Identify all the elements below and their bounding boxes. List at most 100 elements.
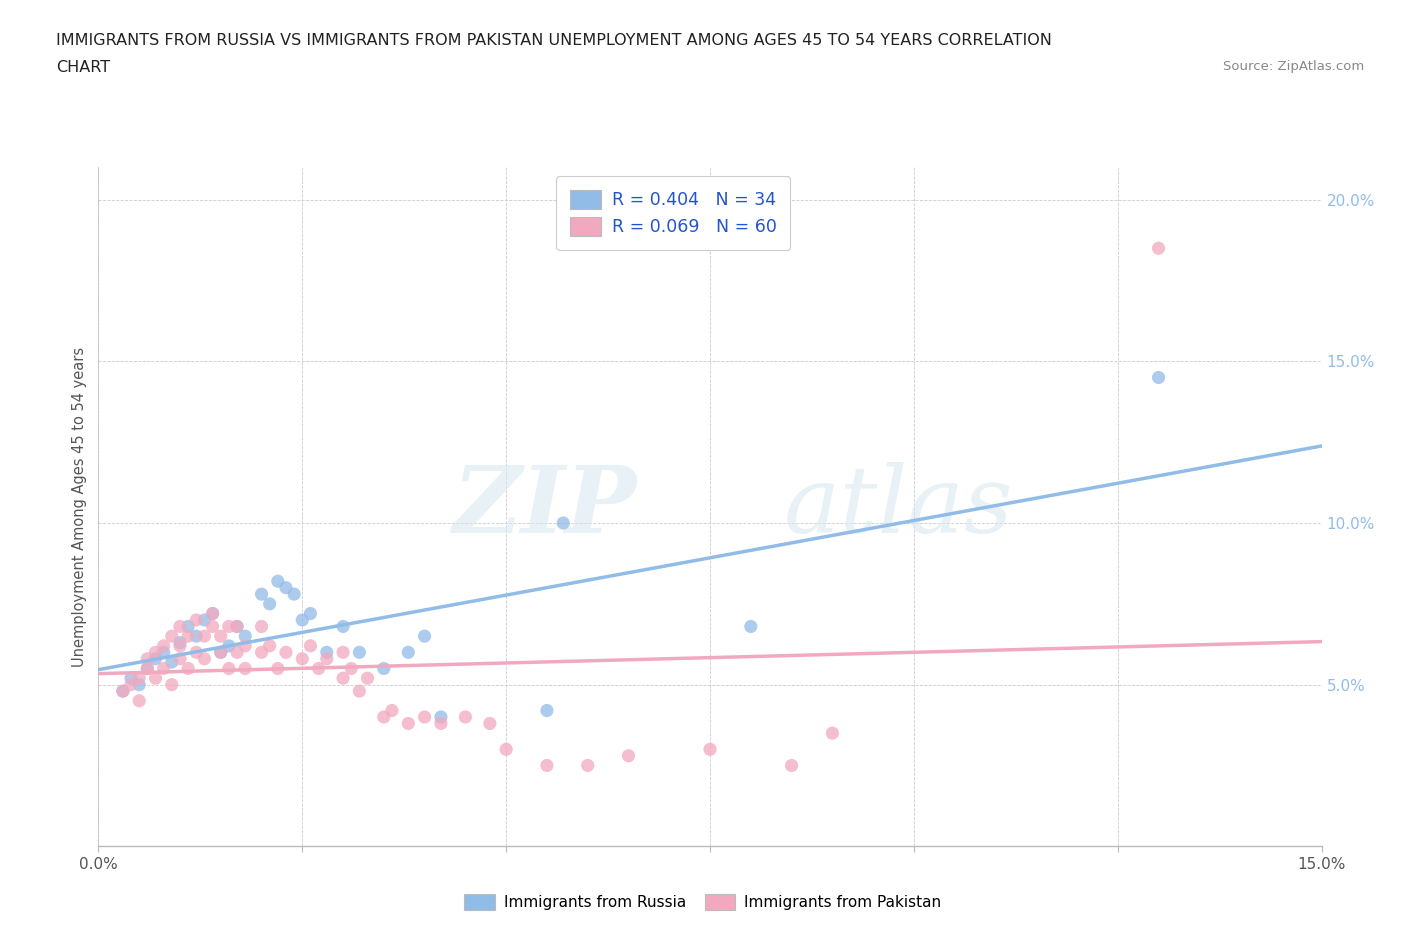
Point <box>169 651 191 666</box>
Text: IMMIGRANTS FROM RUSSIA VS IMMIGRANTS FROM PAKISTAN UNEMPLOYMENT AMONG AGES 45 TO: IMMIGRANTS FROM RUSSIA VS IMMIGRANTS FRO… <box>56 33 1052 47</box>
Point <box>617 749 640 764</box>
Point <box>267 574 290 589</box>
Point <box>226 619 249 634</box>
Point <box>201 619 224 634</box>
Point <box>821 725 844 740</box>
Point <box>250 587 273 602</box>
Point <box>780 758 803 773</box>
Point <box>145 651 167 666</box>
Point <box>111 684 134 698</box>
Point <box>152 661 174 676</box>
Point <box>128 677 150 692</box>
Point <box>160 677 183 692</box>
Point <box>145 644 167 659</box>
Point <box>536 758 558 773</box>
Point <box>160 655 183 670</box>
Point <box>267 661 290 676</box>
Point <box>120 677 142 692</box>
Point <box>218 638 240 653</box>
Point <box>169 638 191 653</box>
Point <box>299 638 322 653</box>
Point <box>396 644 419 659</box>
Point <box>186 629 208 644</box>
Point <box>136 661 159 676</box>
Point <box>201 606 224 621</box>
Point <box>340 661 363 676</box>
Point <box>413 629 436 644</box>
Point <box>169 635 191 650</box>
Legend: Immigrants from Russia, Immigrants from Pakistan: Immigrants from Russia, Immigrants from … <box>457 886 949 918</box>
Point <box>478 716 501 731</box>
Point <box>274 644 297 659</box>
Point <box>193 629 215 644</box>
Point <box>349 684 371 698</box>
Text: Source: ZipAtlas.com: Source: ZipAtlas.com <box>1223 60 1364 73</box>
Point <box>259 596 281 611</box>
Text: ZIP: ZIP <box>453 462 637 551</box>
Point <box>209 629 232 644</box>
Point <box>193 651 215 666</box>
Point <box>160 629 183 644</box>
Point <box>209 644 232 659</box>
Point <box>413 710 436 724</box>
Point <box>308 661 330 676</box>
Point <box>315 651 337 666</box>
Point <box>274 580 297 595</box>
Text: CHART: CHART <box>56 60 110 75</box>
Point <box>177 661 200 676</box>
Point <box>145 671 167 685</box>
Point <box>299 606 322 621</box>
Text: atlas: atlas <box>783 462 1012 551</box>
Point <box>186 644 208 659</box>
Point <box>740 619 762 634</box>
Point <box>136 651 159 666</box>
Point <box>349 644 371 659</box>
Point <box>332 671 354 685</box>
Point <box>332 644 354 659</box>
Point <box>152 644 174 659</box>
Point <box>218 661 240 676</box>
Point <box>1147 370 1170 385</box>
Point <box>152 638 174 653</box>
Point <box>226 619 249 634</box>
Point <box>259 638 281 653</box>
Point <box>454 710 477 724</box>
Point <box>250 619 273 634</box>
Point <box>430 716 453 731</box>
Point <box>553 515 575 530</box>
Point <box>226 644 249 659</box>
Point <box>177 629 200 644</box>
Point <box>186 613 208 628</box>
Point <box>128 694 150 709</box>
Point <box>495 742 517 757</box>
Point <box>332 619 354 634</box>
Point <box>120 671 142 685</box>
Point <box>250 644 273 659</box>
Point <box>169 619 191 634</box>
Point <box>576 758 599 773</box>
Point <box>233 661 256 676</box>
Point <box>396 716 419 731</box>
Point <box>430 710 453 724</box>
Point <box>373 710 395 724</box>
Point <box>291 613 314 628</box>
Point <box>128 671 150 685</box>
Point <box>233 629 256 644</box>
Point <box>233 638 256 653</box>
Point <box>373 661 395 676</box>
Y-axis label: Unemployment Among Ages 45 to 54 years: Unemployment Among Ages 45 to 54 years <box>72 347 87 667</box>
Point <box>136 661 159 676</box>
Point <box>283 587 305 602</box>
Legend: R = 0.404   N = 34, R = 0.069   N = 60: R = 0.404 N = 34, R = 0.069 N = 60 <box>557 176 790 250</box>
Point <box>699 742 721 757</box>
Point <box>291 651 314 666</box>
Point <box>193 613 215 628</box>
Point <box>381 703 404 718</box>
Point <box>111 684 134 698</box>
Point <box>218 619 240 634</box>
Point <box>209 644 232 659</box>
Point <box>356 671 378 685</box>
Point <box>1147 241 1170 256</box>
Point <box>177 619 200 634</box>
Point <box>201 606 224 621</box>
